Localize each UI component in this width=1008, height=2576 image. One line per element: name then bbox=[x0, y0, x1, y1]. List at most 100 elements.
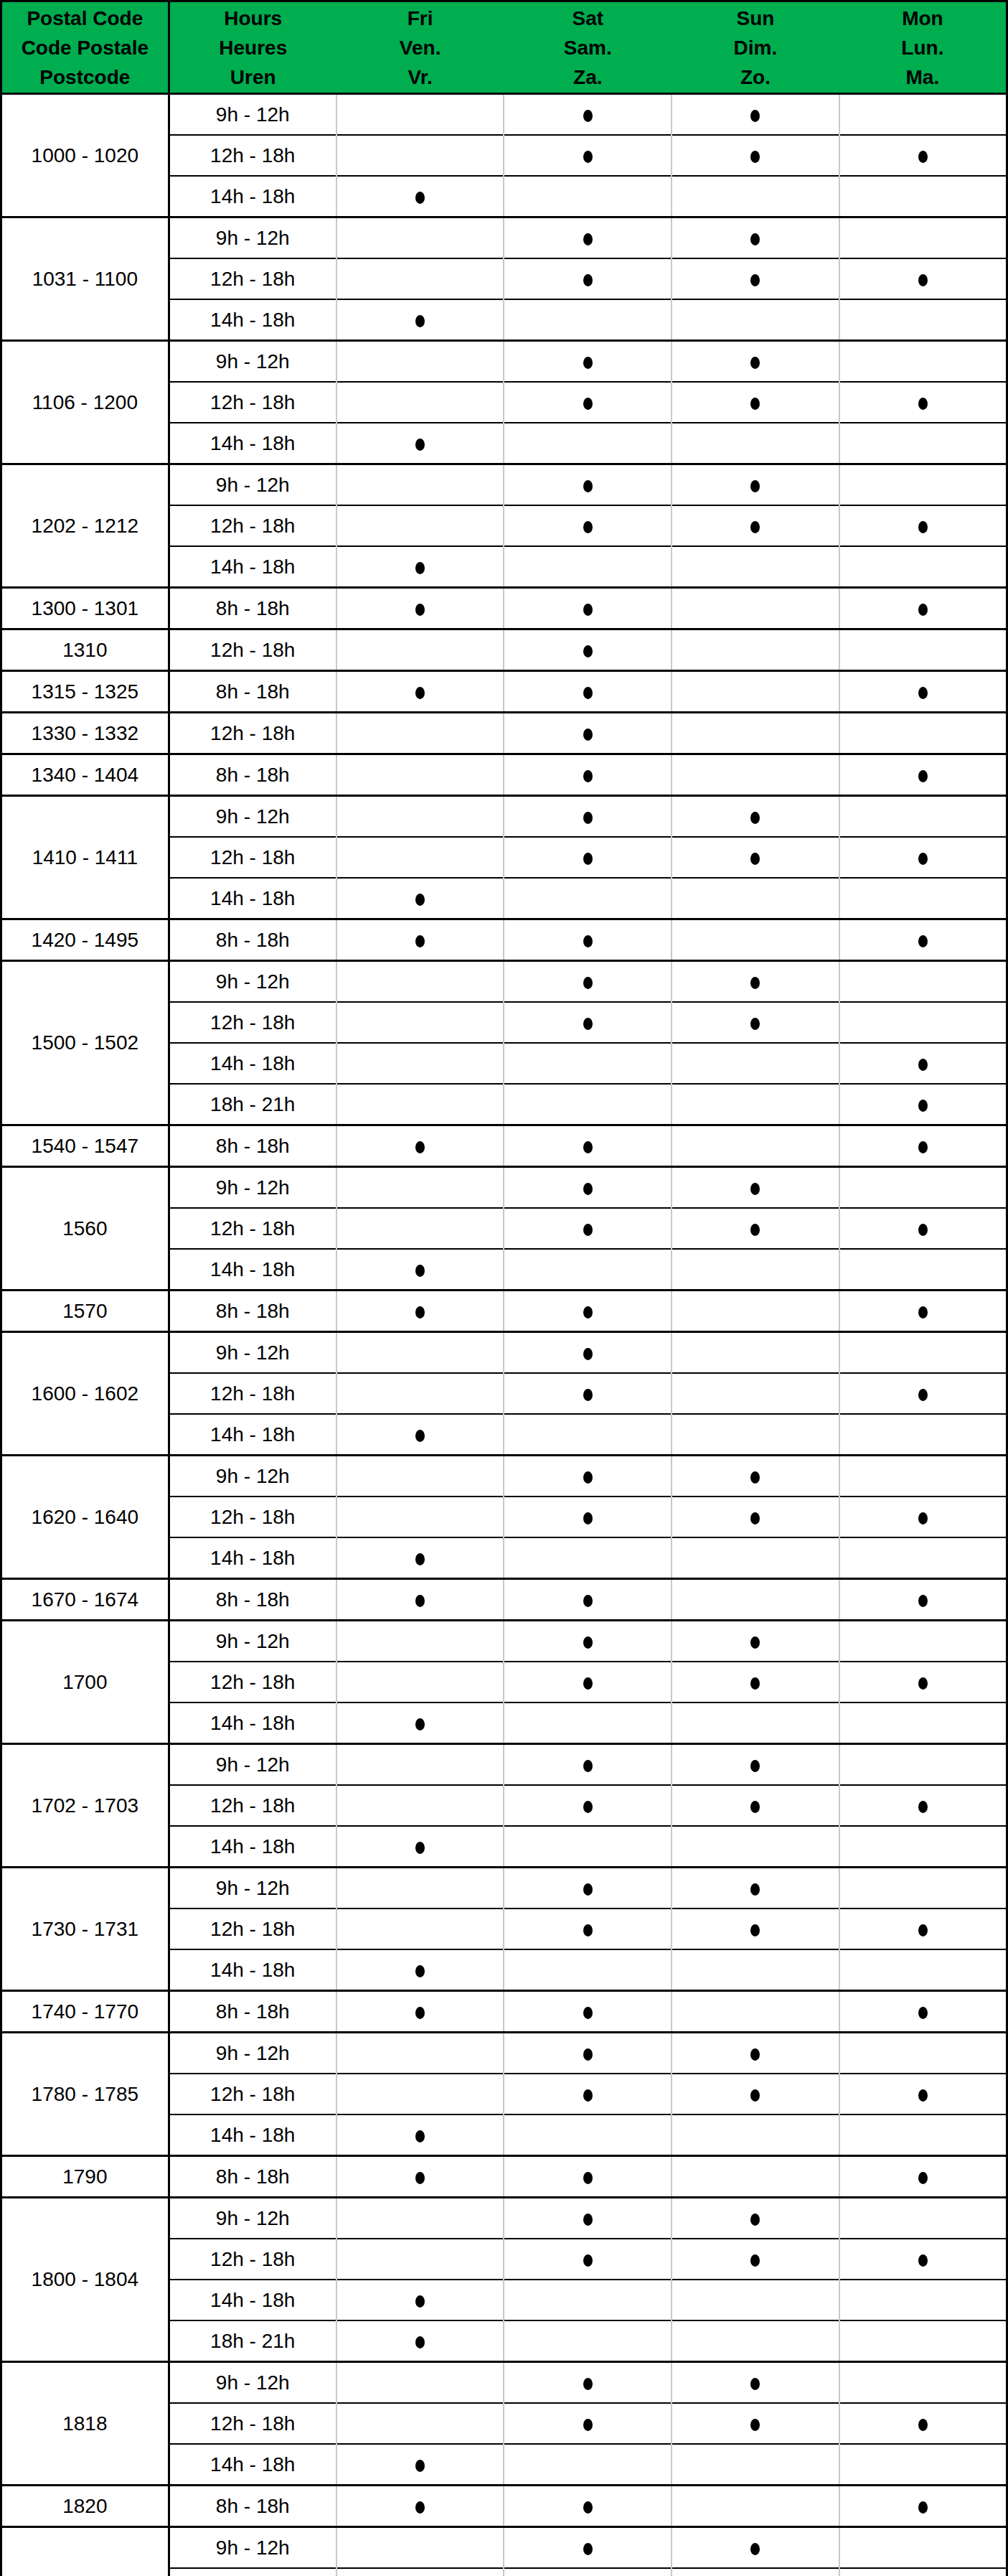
day-cell-sat bbox=[504, 1291, 672, 1332]
header-line: Dim. bbox=[672, 33, 839, 62]
header-day-sun: Sun Dim. Zo. bbox=[672, 1, 839, 94]
availability-dot bbox=[918, 604, 928, 616]
day-cell-sat bbox=[504, 713, 672, 754]
availability-dot bbox=[750, 1760, 760, 1772]
day-cell-fri bbox=[336, 505, 504, 546]
hours-cell: 9h - 12h bbox=[169, 2198, 336, 2239]
day-cell-sat bbox=[504, 1497, 672, 1537]
day-cell-sat bbox=[504, 961, 672, 1003]
availability-dot bbox=[750, 2254, 760, 2267]
availability-dot bbox=[750, 1924, 760, 1936]
day-cell-fri bbox=[336, 796, 504, 838]
day-cell-fri bbox=[336, 1208, 504, 1249]
postal-code-cell: 1730 - 1731 bbox=[1, 1868, 169, 1991]
availability-dot bbox=[918, 1306, 928, 1319]
hours-cell: 9h - 12h bbox=[169, 1167, 336, 1209]
availability-dot bbox=[750, 357, 760, 369]
postal-code-cell: 1702 - 1703 bbox=[1, 1744, 169, 1868]
day-cell-fri bbox=[336, 94, 504, 136]
day-cell-mon bbox=[839, 1249, 1007, 1291]
hours-cell: 8h - 18h bbox=[169, 919, 336, 961]
availability-dot bbox=[583, 2501, 593, 2514]
day-cell-sat bbox=[504, 1949, 672, 1991]
hours-cell: 14h - 18h bbox=[169, 2444, 336, 2486]
day-cell-mon bbox=[839, 2403, 1007, 2444]
day-cell-mon bbox=[839, 1084, 1007, 1125]
day-cell-mon bbox=[839, 796, 1007, 838]
hours-cell: 12h - 18h bbox=[169, 837, 336, 878]
day-cell-mon bbox=[839, 135, 1007, 176]
hours-cell: 12h - 18h bbox=[169, 2403, 336, 2444]
hours-cell: 14h - 18h bbox=[169, 1702, 336, 1744]
day-cell-sun bbox=[672, 754, 839, 796]
availability-dot bbox=[918, 1677, 928, 1690]
header-day-mon: Mon Lun. Ma. bbox=[839, 1, 1007, 94]
postal-code-cell: 1740 - 1770 bbox=[1, 1991, 169, 2033]
header-line: Postal Code bbox=[2, 4, 168, 33]
availability-dot bbox=[750, 274, 760, 286]
availability-dot bbox=[750, 521, 760, 533]
table-row: 1830 - 18319h - 12h bbox=[1, 2527, 1007, 2569]
day-cell-sat bbox=[504, 2033, 672, 2074]
hours-cell: 14h - 18h bbox=[169, 176, 336, 217]
availability-dot bbox=[583, 2378, 593, 2390]
postal-code-cell: 1031 - 1100 bbox=[1, 217, 169, 341]
availability-dot bbox=[750, 480, 760, 492]
postal-code-cell: 1330 - 1332 bbox=[1, 713, 169, 754]
hours-cell: 9h - 12h bbox=[169, 1621, 336, 1662]
header-line: Sat bbox=[504, 4, 672, 33]
day-cell-mon bbox=[839, 2156, 1007, 2198]
availability-dot bbox=[750, 2543, 760, 2555]
day-cell-sat bbox=[504, 1167, 672, 1209]
hours-cell: 12h - 18h bbox=[169, 629, 336, 671]
day-cell-sun bbox=[672, 1332, 839, 1374]
day-cell-mon bbox=[839, 1949, 1007, 1991]
table-row: 1300 - 13018h - 18h bbox=[1, 588, 1007, 629]
day-cell-fri bbox=[336, 713, 504, 754]
availability-dot bbox=[918, 151, 928, 163]
day-cell-sun bbox=[672, 1908, 839, 1949]
hours-cell: 18h - 21h bbox=[169, 2320, 336, 2362]
day-cell-sat bbox=[504, 1579, 672, 1621]
day-cell-sun bbox=[672, 671, 839, 713]
day-cell-sat bbox=[504, 464, 672, 506]
availability-dot bbox=[918, 1924, 928, 1936]
hours-cell: 8h - 18h bbox=[169, 1125, 336, 1167]
availability-dot bbox=[750, 1636, 760, 1649]
day-cell-fri bbox=[336, 2362, 504, 2404]
table-row: 1540 - 15478h - 18h bbox=[1, 1125, 1007, 1167]
availability-dot bbox=[583, 812, 593, 824]
day-cell-sun bbox=[672, 1002, 839, 1043]
hours-cell: 14h - 18h bbox=[169, 1826, 336, 1868]
availability-dot bbox=[918, 770, 928, 782]
availability-dot bbox=[415, 2295, 425, 2308]
day-cell-fri bbox=[336, 1043, 504, 1084]
header-line: Ven. bbox=[336, 33, 504, 62]
day-cell-mon bbox=[839, 837, 1007, 878]
header-day-fri: Fri Ven. Vr. bbox=[336, 1, 504, 94]
availability-dot bbox=[415, 2007, 425, 2019]
hours-cell: 9h - 12h bbox=[169, 1868, 336, 1909]
day-cell-sun bbox=[672, 1949, 839, 1991]
day-cell-fri bbox=[336, 135, 504, 176]
day-cell-sun bbox=[672, 1702, 839, 1744]
header-hours: Hours Heures Uren bbox=[169, 1, 336, 94]
day-cell-sat bbox=[504, 796, 672, 838]
day-cell-mon bbox=[839, 258, 1007, 299]
day-cell-fri bbox=[336, 1991, 504, 2033]
header-line: Ma. bbox=[839, 62, 1006, 92]
day-cell-mon bbox=[839, 2074, 1007, 2114]
day-cell-mon bbox=[839, 2033, 1007, 2074]
availability-dot bbox=[583, 1183, 593, 1195]
hours-cell: 9h - 12h bbox=[169, 2362, 336, 2404]
day-cell-sun bbox=[672, 1744, 839, 1786]
availability-dot bbox=[583, 1677, 593, 1690]
day-cell-sun bbox=[672, 94, 839, 136]
hours-cell: 12h - 18h bbox=[169, 135, 336, 176]
day-cell-sun bbox=[672, 341, 839, 383]
day-cell-mon bbox=[839, 1621, 1007, 1662]
availability-dot bbox=[583, 357, 593, 369]
hours-cell: 12h - 18h bbox=[169, 2568, 336, 2576]
table-row: 15708h - 18h bbox=[1, 1291, 1007, 1332]
availability-dot bbox=[415, 1141, 425, 1153]
